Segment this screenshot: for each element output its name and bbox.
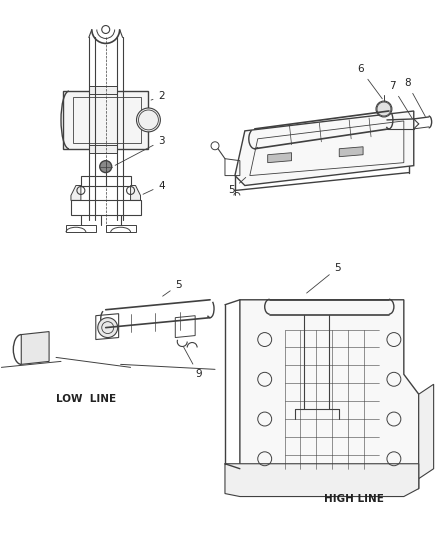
Polygon shape (71, 185, 81, 200)
Polygon shape (63, 91, 148, 149)
Text: 3: 3 (115, 136, 165, 165)
Polygon shape (130, 185, 140, 200)
Text: 5: 5 (227, 177, 245, 196)
Circle shape (99, 160, 111, 173)
Text: HIGH LINE: HIGH LINE (324, 494, 383, 504)
Text: 5: 5 (162, 280, 181, 296)
Polygon shape (339, 147, 362, 157)
Polygon shape (21, 332, 49, 365)
Circle shape (98, 318, 117, 337)
Text: LOW  LINE: LOW LINE (56, 394, 116, 404)
Text: 9: 9 (183, 347, 201, 379)
Text: 6: 6 (356, 64, 381, 99)
Circle shape (136, 108, 160, 132)
Polygon shape (267, 153, 291, 163)
Circle shape (375, 101, 391, 117)
Polygon shape (88, 86, 117, 94)
Text: 4: 4 (143, 181, 165, 194)
Polygon shape (234, 111, 413, 185)
Polygon shape (239, 300, 418, 489)
Text: 7: 7 (388, 81, 411, 118)
Text: 8: 8 (403, 78, 424, 117)
Text: 5: 5 (306, 263, 340, 293)
Polygon shape (224, 464, 418, 497)
Polygon shape (88, 145, 117, 153)
Polygon shape (418, 384, 433, 479)
Text: 2: 2 (151, 91, 165, 101)
